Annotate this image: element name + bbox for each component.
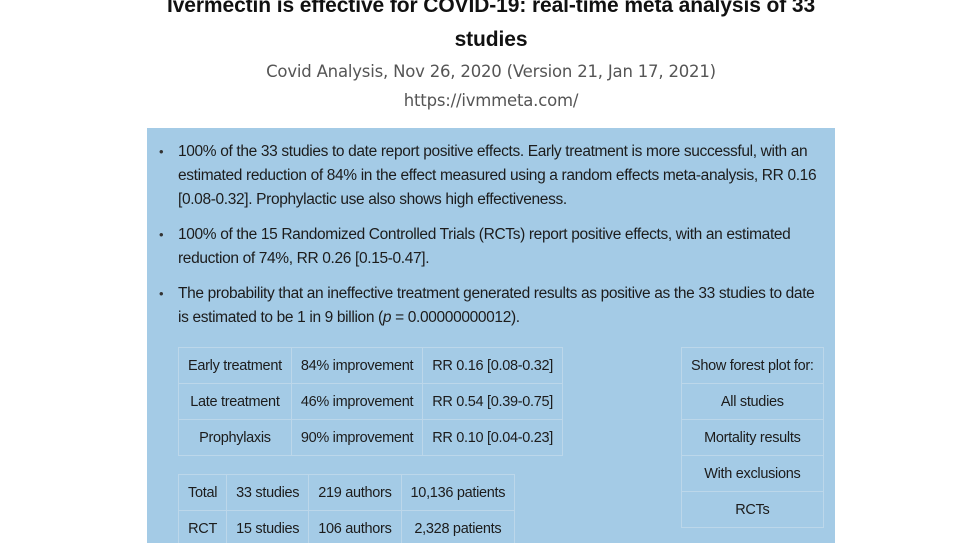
totals-patients-cell: 10,136 patients (400, 474, 516, 511)
totals-label-cell: Total (177, 474, 228, 511)
bullet-text: = 0.00000000012). (391, 309, 520, 326)
bullet-text: The probability that an ineffective trea… (178, 285, 815, 326)
page-title: Ivermectin is effective for COVID-19: re… (0, 0, 965, 57)
totals-table: Total 33 studies 219 authors 10,136 pati… (177, 474, 516, 543)
page-title-line-1: Ivermectin is effective for COVID-19: re… (166, 0, 816, 17)
forest-plot-heading: Show forest plot for: (681, 347, 824, 384)
byline: Covid Analysis, Nov 26, 2020 (Version 21… (266, 62, 716, 81)
p-value-symbol: p (382, 309, 392, 326)
table-row: Prophylaxis 90% improvement RR 0.10 [0.0… (178, 419, 564, 456)
effects-improvement-cell: 46% improvement (290, 383, 424, 420)
effects-group-cell: Late treatment (178, 383, 292, 420)
totals-label-cell: RCT (177, 510, 228, 543)
effects-group-cell: Early treatment (178, 347, 292, 384)
effects-table: Early treatment 84% improvement RR 0.16 … (178, 347, 564, 456)
table-row: RCT 15 studies 106 authors 2,328 patient… (177, 510, 516, 543)
forest-plot-menu: Show forest plot for: All studies Mortal… (681, 347, 824, 528)
table-row: RCTs (681, 491, 824, 528)
table-row: Late treatment 46% improvement RR 0.54 [… (178, 383, 564, 420)
totals-studies-cell: 33 studies (226, 474, 310, 511)
forest-plot-exclusions-link[interactable]: With exclusions (681, 455, 824, 492)
table-row: Mortality results (681, 419, 824, 456)
totals-authors-cell: 219 authors (308, 474, 402, 511)
totals-authors-cell: 106 authors (308, 510, 402, 543)
forest-plot-rcts-link[interactable]: RCTs (681, 491, 824, 528)
effects-rr-cell: RR 0.16 [0.08-0.32] (422, 347, 564, 384)
summary-bullet-list: 100% of the 33 studies to date report po… (147, 140, 835, 341)
effects-improvement-cell: 84% improvement (290, 347, 424, 384)
effects-group-cell: Prophylaxis (178, 419, 292, 456)
table-row: Total 33 studies 219 authors 10,136 pati… (177, 474, 516, 511)
summary-panel: 100% of the 33 studies to date report po… (147, 128, 835, 543)
effects-improvement-cell: 90% improvement (290, 419, 424, 456)
table-row: Early treatment 84% improvement RR 0.16 … (178, 347, 564, 384)
summary-bullet: 100% of the 15 Randomized Controlled Tri… (147, 223, 835, 271)
site-url-link[interactable]: https://ivmmeta.com/ (403, 91, 579, 110)
page-title-line-2: studies (454, 28, 528, 51)
effects-rr-cell: RR 0.54 [0.39-0.75] (422, 383, 564, 420)
forest-plot-mortality-link[interactable]: Mortality results (681, 419, 824, 456)
effects-rr-cell: RR 0.10 [0.04-0.23] (422, 419, 564, 456)
totals-studies-cell: 15 studies (226, 510, 310, 543)
summary-bullet: The probability that an ineffective trea… (147, 282, 835, 330)
table-row: All studies (681, 383, 824, 420)
table-row: Show forest plot for: (681, 347, 824, 384)
table-row: With exclusions (681, 455, 824, 492)
summary-bullet: 100% of the 33 studies to date report po… (147, 140, 835, 212)
forest-plot-all-studies-link[interactable]: All studies (681, 383, 824, 420)
totals-patients-cell: 2,328 patients (400, 510, 516, 543)
